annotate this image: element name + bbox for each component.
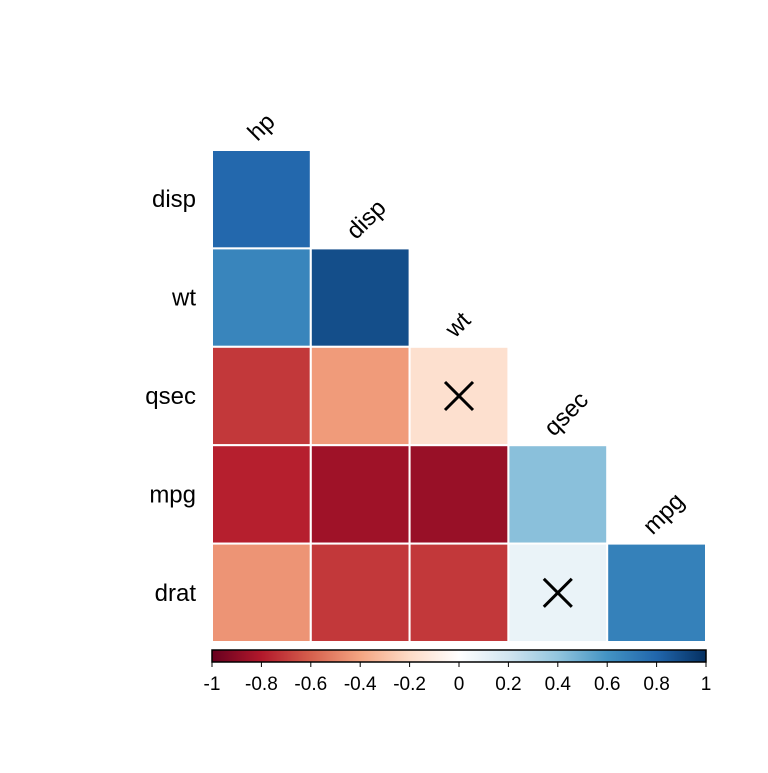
cell-drat-mpg [606,542,708,643]
column-label: wt [439,307,476,344]
row-label: disp [152,186,196,213]
row-label: mpg [149,481,196,508]
colorbar-gradient [211,649,707,663]
colorbar-tick-label: 0 [454,674,465,695]
cell-qsec-disp [309,345,411,447]
cell-disp-hp [211,149,312,250]
cell-wt-disp [309,247,411,348]
colorbar-tick-label: 0.8 [643,674,669,695]
colorbar-tick-label: -0.8 [245,674,278,695]
colorbar-tick-label: -0.4 [344,674,377,695]
colorbar-tick-label: 0.2 [495,674,521,695]
cell-wt-hp [211,247,312,348]
column-label: disp [341,194,391,244]
row-labels: disp wt qsec mpg drat [145,186,196,607]
row-label: drat [155,580,197,607]
colorbar-tick-label: -0.6 [294,674,327,695]
colorbar-tick-label: 0.6 [594,674,620,695]
cells-group [211,149,708,643]
cell-mpg-hp [211,444,312,545]
colorbar-tick-label: -1 [204,674,221,695]
colorbar-tick-label: 0.4 [545,674,572,695]
colorbar-tick-label: 1 [701,674,712,695]
cell-mpg-disp [309,444,411,545]
colorbar-tick-label: -0.2 [393,674,426,695]
insignificant-cross-icon [542,577,573,608]
column-label: qsec [539,386,594,441]
cell-qsec-hp [211,345,312,447]
cell-mpg-wt [408,444,510,545]
column-label: hp [243,108,281,146]
cell-mpg-qsec [507,444,609,545]
row-label: wt [171,285,196,312]
cell-drat-disp [309,542,411,643]
cell-drat-wt [408,542,510,643]
cell-drat-hp [211,542,312,643]
column-label: mpg [638,488,690,540]
row-label: qsec [145,383,196,410]
insignificant-cross-icon [443,380,475,412]
colorbar: -1 -0.8 -0.6 -0.4 -0.2 0 0.2 0.4 0.6 0.8 1 [204,649,712,695]
